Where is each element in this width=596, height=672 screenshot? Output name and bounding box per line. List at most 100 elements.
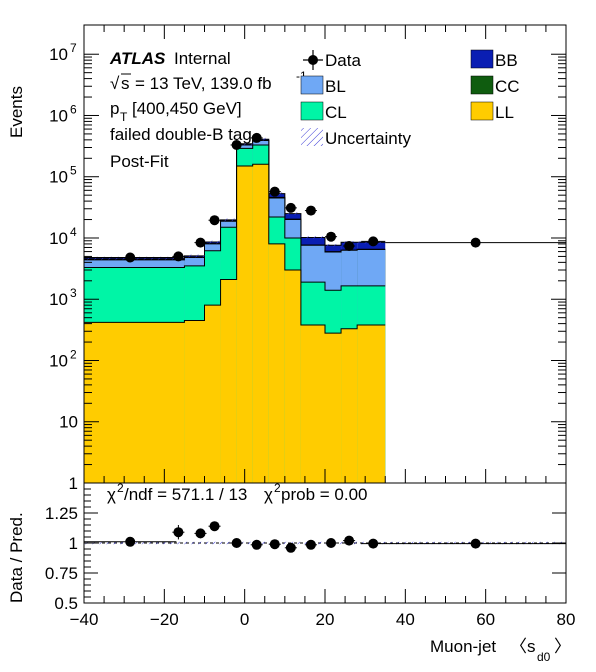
stack-bar-ll <box>325 333 342 483</box>
atlas-text: ATLAS <box>109 49 166 68</box>
prob-text: prob = 0.00 <box>281 485 368 504</box>
tag-text: failed double-B tag <box>110 125 252 144</box>
data-point <box>125 252 136 263</box>
stack-bar-ll <box>84 322 185 483</box>
ratio-point <box>269 539 280 550</box>
energy-text: = 13 TeV, 139.0 fb <box>135 74 272 93</box>
data-point <box>368 236 379 247</box>
data-point <box>285 202 296 213</box>
x-title-s: s <box>527 637 536 656</box>
y-tick-label: 1 <box>69 474 78 493</box>
legend-cl: CL <box>300 101 347 122</box>
legend-cl-label: CL <box>325 103 347 122</box>
data-point <box>195 237 206 248</box>
stack-bar-ll <box>204 305 221 483</box>
data-point <box>269 186 280 197</box>
y-tick-exp: 7 <box>70 41 77 55</box>
ratio-point <box>305 539 316 550</box>
ratio-y-axis-title: Data / Pred. <box>7 512 26 603</box>
legend-bl-label: BL <box>325 77 346 96</box>
x-tick-label: 40 <box>396 610 415 629</box>
internal-text: Internal <box>174 49 231 68</box>
legend-uncertainty-label: Uncertainty <box>325 129 411 148</box>
y-tick-label: 10 <box>49 106 68 125</box>
fit-text: Post-Fit <box>110 152 169 171</box>
stack-bar-ll <box>220 279 237 483</box>
x-title-close: 〉 <box>554 637 571 656</box>
stack-bar-ll <box>341 328 358 483</box>
atlas-label: ATLAS Internal √ s = 13 TeV, 139.0 fb -1… <box>109 49 307 171</box>
x-title-open: 〈 <box>510 637 527 656</box>
uncertainty-band <box>325 243 342 247</box>
stack-bar-ll <box>284 270 301 483</box>
y-tick-exp: 2 <box>70 347 77 361</box>
ratio-stats: χ 2 /ndf = 571.1 / 13 χ 2 prob = 0.00 <box>107 481 368 504</box>
x-tick-label: 20 <box>316 610 335 629</box>
data-point <box>344 240 355 251</box>
x-tick-label: −20 <box>150 610 179 629</box>
y-tick-exp: 6 <box>70 102 77 116</box>
y-tick-label: 10 <box>59 413 78 432</box>
uncertainty-band <box>300 236 325 239</box>
y-tick-label: 10 <box>49 45 68 64</box>
pt-text: p <box>110 99 119 118</box>
ratio-point <box>251 539 262 550</box>
data-point <box>305 205 316 216</box>
data-point <box>326 231 337 242</box>
uncertainty-band <box>220 218 237 222</box>
ratio-point <box>470 538 481 549</box>
legend-data: Data <box>303 50 361 70</box>
data-point <box>470 237 481 248</box>
stack-bar-ll <box>236 165 253 483</box>
x-axis-title: Muon-jet 〈 s d0 〉 <box>430 637 571 664</box>
ratio-point <box>326 538 337 548</box>
y-tick-label: 10 <box>49 229 68 248</box>
legend-bl: BL <box>300 75 346 96</box>
legend-cc: CC <box>470 75 520 96</box>
ratio-axes: 0.5 0.75 1 1.25 −40 −20 0 20 40 60 80 <box>45 488 576 629</box>
x-tick-label: 80 <box>557 610 576 629</box>
y-tick-exp: 4 <box>70 225 77 239</box>
ratio-point <box>209 521 220 532</box>
x-tick-label: −40 <box>70 610 99 629</box>
x-tick-label: 0 <box>240 610 249 629</box>
ratio-y-tick-label: 0.75 <box>45 564 78 583</box>
legend-ll-label: LL <box>495 103 514 122</box>
uncertainty-band <box>236 142 253 146</box>
stack-layers <box>84 137 386 483</box>
y-tick-exp: 5 <box>70 164 77 178</box>
legend: Data BL CL Uncertainty BB CC LL <box>300 49 520 148</box>
stack-bar-ll <box>357 324 386 483</box>
data-point <box>231 139 242 150</box>
legend-data-label: Data <box>325 51 361 70</box>
data-point <box>251 132 262 143</box>
prob-chi-label: χ <box>264 485 273 504</box>
x-title-sub: d0 <box>537 650 551 664</box>
stack-outline-ll <box>84 163 386 334</box>
data-points <box>84 132 566 263</box>
pt-sub: T <box>120 110 128 124</box>
legend-bb-label: BB <box>495 51 518 70</box>
legend-uncertainty: Uncertainty <box>301 128 411 148</box>
prob-sup: 2 <box>274 481 281 495</box>
ratio-point <box>195 528 206 539</box>
y-tick-label: 10 <box>49 351 68 370</box>
ratio-y-tick-label: 1 <box>69 534 78 553</box>
ratio-y-tick-label: 1.25 <box>45 504 78 523</box>
legend-ll: LL <box>470 101 514 122</box>
y-tick-label: 10 <box>49 290 68 309</box>
uncertainty-band <box>204 240 221 244</box>
x-title-main: Muon-jet <box>430 637 496 656</box>
stack-bar-ll <box>252 164 269 483</box>
ratio-point <box>368 538 379 549</box>
data-point <box>173 251 184 262</box>
uncertainty-band <box>184 254 205 258</box>
pt-range-text: [400,450 GeV] <box>132 99 242 118</box>
sqrt-symbol: √ <box>110 74 120 93</box>
stack-bar-ll <box>268 243 285 483</box>
ratio-point <box>173 527 184 538</box>
ratio-y-tick-label: 0.5 <box>54 594 78 613</box>
legend-bb: BB <box>470 49 518 70</box>
